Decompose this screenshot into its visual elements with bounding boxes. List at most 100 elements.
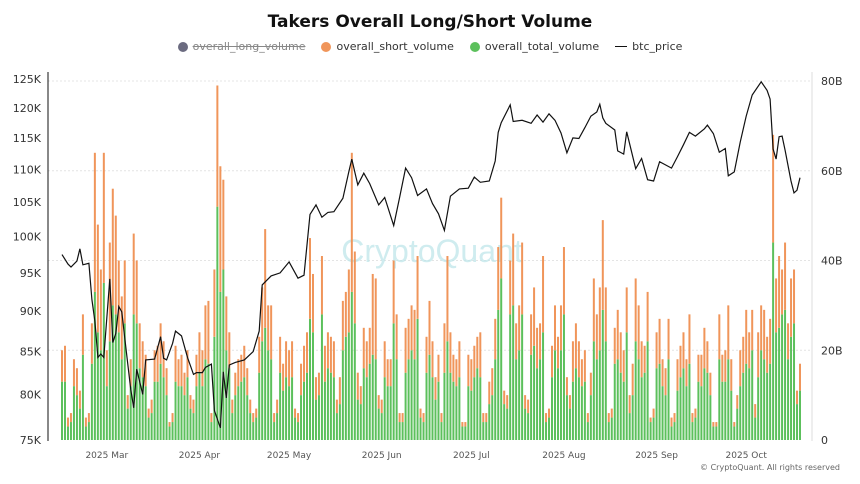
total-volume-bar [180, 386, 183, 440]
short-volume-bar [736, 395, 739, 409]
total-volume-bar [69, 422, 72, 440]
short-volume-bar [267, 305, 270, 351]
short-volume-bar [694, 408, 697, 418]
legend-item-short-volume[interactable]: overall_short_volume [321, 40, 454, 53]
total-volume-bar [461, 426, 464, 440]
short-volume-bar [75, 368, 78, 396]
short-volume-bar [216, 85, 219, 207]
total-volume-bar [264, 327, 267, 440]
total-volume-bar [404, 372, 407, 440]
total-volume-bar [703, 368, 706, 440]
short-volume-bar [586, 413, 589, 423]
total-volume-bar [697, 381, 700, 440]
right-axis-ticks: 0 20B 40B 60B 80B [821, 75, 843, 447]
short-volume-bar [72, 359, 75, 387]
legend-item-long-volume[interactable]: overall_long_volume [177, 40, 305, 53]
total-volume-bar [643, 372, 646, 440]
total-volume-bar [739, 386, 742, 440]
short-volume-bar [419, 408, 422, 418]
total-volume-bar [228, 368, 231, 440]
short-volume-bar [551, 345, 554, 378]
short-volume-bar [778, 256, 781, 328]
short-volume-bar [751, 309, 754, 351]
total-volume-bar [515, 359, 518, 440]
total-volume-bar [559, 350, 562, 440]
total-volume-bar [793, 323, 796, 440]
total-volume-bar [551, 377, 554, 440]
total-volume-bar [174, 381, 177, 440]
total-volume-bar [380, 413, 383, 440]
short-volume-bar [787, 323, 790, 360]
total-volume-bar [706, 372, 709, 440]
total-volume-bar [631, 395, 634, 440]
total-volume-bar [667, 359, 670, 440]
total-volume-bar [673, 422, 676, 440]
total-volume-bar [613, 363, 616, 440]
total-volume-bar [216, 206, 219, 440]
total-volume-bar [476, 368, 479, 440]
short-volume-bar [589, 372, 592, 396]
short-volume-bar [628, 395, 631, 414]
short-volume-bar [685, 359, 688, 387]
short-volume-bar [601, 220, 604, 310]
short-volume-bar [219, 166, 222, 292]
short-volume-bar [559, 305, 562, 351]
short-volume-bar [625, 287, 628, 333]
short-volume-bar [703, 327, 706, 369]
short-volume-bar [383, 341, 386, 378]
total-volume-bar [156, 381, 159, 440]
short-volume-bar [509, 260, 512, 315]
short-volume-bar [183, 372, 186, 396]
short-volume-bar [386, 359, 389, 387]
short-volume-bar [255, 408, 258, 418]
short-volume-bar [210, 413, 213, 423]
total-volume-bar [395, 359, 398, 440]
total-volume-bar [162, 377, 165, 440]
total-volume-bar [637, 359, 640, 440]
total-volume-bar [192, 413, 195, 440]
total-volume-bar [243, 377, 246, 440]
legend-swatch [469, 41, 480, 52]
short-volume-bar [356, 372, 359, 400]
short-volume-bar [619, 332, 622, 373]
short-volume-bar [108, 242, 111, 342]
short-volume-bar [258, 336, 261, 373]
short-volume-bar [727, 305, 730, 360]
short-volume-bar [452, 354, 455, 382]
short-volume-bar [147, 408, 150, 418]
total-volume-bar [258, 372, 261, 440]
short-volume-bar [407, 318, 410, 360]
total-volume-bar [769, 363, 772, 440]
short-volume-bar [604, 287, 607, 342]
total-volume-bar [580, 386, 583, 440]
short-volume-bar [760, 305, 763, 351]
total-volume-bar [500, 278, 503, 440]
total-volume-bar [320, 314, 323, 440]
total-volume-bar [138, 368, 141, 440]
total-volume-bar [416, 318, 419, 440]
short-volume-bar [93, 152, 96, 292]
short-volume-bar [96, 224, 99, 333]
total-volume-bar [778, 327, 781, 440]
total-volume-bar [610, 417, 613, 440]
legend-item-total-volume[interactable]: overall_total_volume [469, 40, 599, 53]
watermark-logo: CryptoQuant [341, 233, 523, 269]
total-volume-bar [294, 417, 297, 440]
short-volume-bar [240, 354, 243, 382]
total-volume-bar [407, 359, 410, 440]
short-volume-bar [201, 350, 204, 387]
x-tick-label: 2025 Mar [85, 451, 128, 461]
short-volume-bar [365, 341, 368, 378]
total-volume-bar [467, 386, 470, 440]
short-volume-bar [503, 390, 506, 405]
short-volume-bar [374, 278, 377, 360]
short-volume-bar [428, 300, 431, 355]
total-volume-bar [159, 363, 162, 440]
short-volume-bar [377, 395, 380, 409]
legend-item-btc-price[interactable]: btc_price [615, 40, 682, 53]
total-volume-bar [308, 318, 311, 440]
total-volume-bar [186, 377, 189, 440]
total-volume-bar [135, 323, 138, 440]
short-volume-bar [78, 390, 81, 409]
